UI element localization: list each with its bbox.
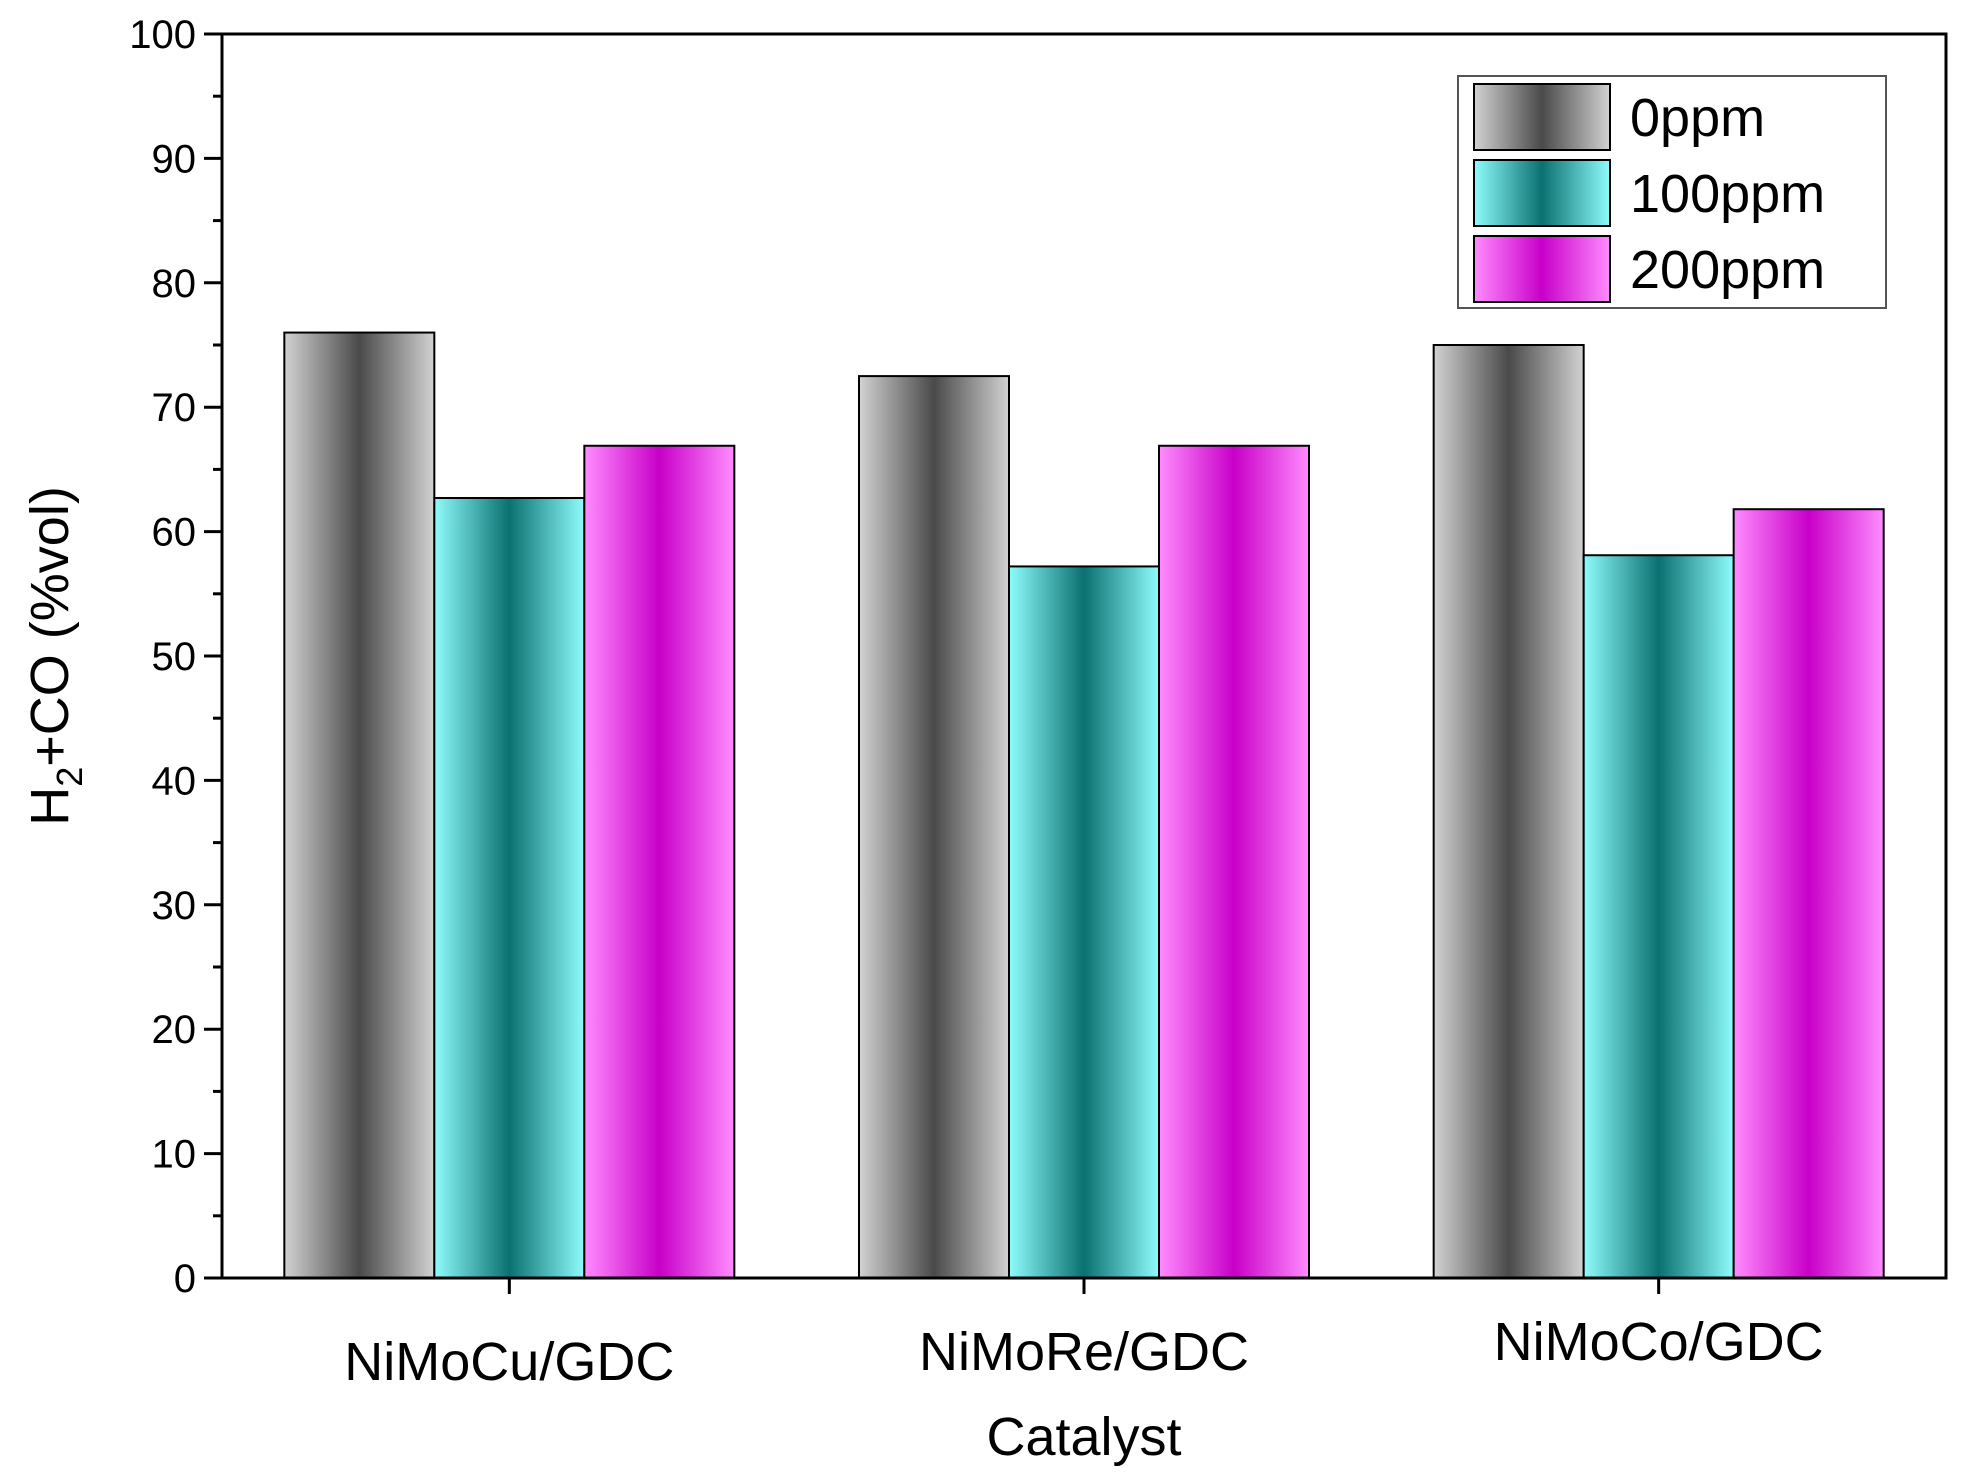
bar-100ppm-2 [1582,554,1735,1279]
y-tick-label: 60 [152,511,197,555]
bar-200ppm-2 [1732,508,1885,1279]
y-tick-label: 80 [152,262,197,306]
bar-200ppm-1 [1158,444,1310,1280]
legend-swatch-0ppm [1473,83,1611,151]
y-axis-title-prefix: H [20,787,80,826]
bar-0ppm-0 [283,331,436,1279]
bar-0ppm-1 [858,375,1010,1280]
legend-label-200ppm: 200ppm [1630,240,1825,300]
axes-layer: 0 10 20 30 40 50 60 70 80 90 100 NiMoCu/GDC NiMoRe/G… [129,13,1948,1392]
y-tick-label: 70 [152,386,197,430]
legend-label-100ppm: 100ppm [1630,164,1825,224]
y-axis-title-subscript: 2 [49,767,90,787]
y-axis-title: H2+CO (%vol) [20,486,90,826]
bar-100ppm-1 [1008,565,1160,1279]
y-tick-label: 20 [152,1008,197,1052]
y-axis-title-suffix: +CO (%vol) [20,486,80,767]
legend: 0ppm 100ppm 200ppm [1457,75,1887,309]
bar-0ppm-2 [1432,344,1585,1279]
x-tick-label: NiMoRe/GDC [919,1322,1249,1382]
x-tick-label: NiMoCo/GDC [1494,1312,1824,1372]
y-tick-label: 90 [152,137,197,181]
y-tick-label: 10 [152,1133,197,1177]
y-tick-label: 100 [129,13,196,57]
bars-layer [283,331,1885,1280]
bar-100ppm-0 [433,497,586,1279]
legend-swatch-100ppm [1473,159,1611,227]
legend-swatch-200ppm [1473,235,1611,303]
y-tick-label: 0 [174,1257,196,1301]
y-tick-label: 50 [152,635,197,679]
y-tick-label: 40 [152,759,197,803]
y-tick-label: 30 [152,884,197,928]
x-tick-label: NiMoCu/GDC [344,1332,674,1392]
x-axis-title: Catalyst [986,1407,1181,1467]
legend-label-0ppm: 0ppm [1630,88,1765,148]
bar-200ppm-0 [583,444,736,1280]
